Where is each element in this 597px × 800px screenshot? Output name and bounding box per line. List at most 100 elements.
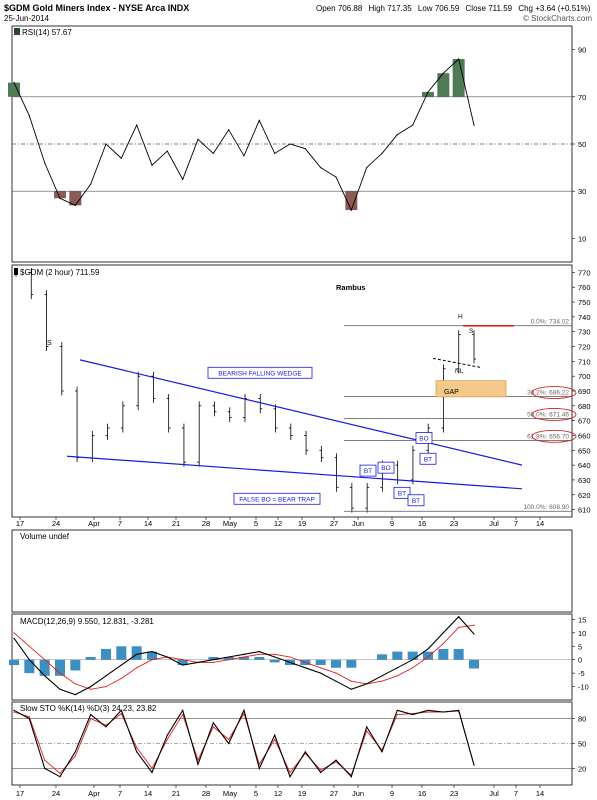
rsi-overbought-fill xyxy=(452,59,465,97)
sto-k-line-point xyxy=(258,767,260,770)
macd-histogram-bar xyxy=(9,659,19,666)
chg-value: +3.64 (+0.51%) xyxy=(535,4,590,13)
macd-signal-line-point xyxy=(381,680,383,682)
wedge-upper-line xyxy=(79,359,523,466)
fib-circle xyxy=(531,386,577,400)
x-tick-label: 14 xyxy=(536,789,544,798)
macd-line-point xyxy=(473,633,475,635)
macd-histogram-bar xyxy=(70,659,81,671)
price-axis-tick-label: 620 xyxy=(578,491,591,500)
macd-histogram-bar xyxy=(331,659,341,668)
sto-k-line-point xyxy=(366,726,368,728)
sto-k-line-point xyxy=(13,709,15,711)
macd-histogram-bar xyxy=(39,659,50,676)
bo-label: BO xyxy=(381,465,390,472)
stochastic-panel: 20 50 80 Slow STO %K(14) %D(3) 24.23, 23.82 xyxy=(11,701,586,786)
rsi-line-point xyxy=(442,72,444,74)
sto-d-line-point xyxy=(396,713,398,716)
sto-d-line-point xyxy=(289,771,291,774)
rsi-line-point xyxy=(320,167,322,169)
sto-d-line-point xyxy=(59,772,61,775)
bo-label-box xyxy=(415,432,433,444)
low-label: Low xyxy=(418,4,433,13)
macd-signal-line-point xyxy=(44,659,46,661)
price-axis-tick-label: 740 xyxy=(578,313,591,322)
sto-k-line-point xyxy=(212,722,214,724)
macd-signal-line-point xyxy=(289,656,291,658)
bt-label: BT xyxy=(398,490,406,497)
rsi-line-point xyxy=(228,129,230,131)
x-tick-label: 14 xyxy=(144,789,152,798)
rsi-axis-tick-label: 30 xyxy=(578,187,586,196)
x-tick-label: 12 xyxy=(274,789,282,798)
sto-k-line-point xyxy=(44,767,46,770)
sto-d-line-point xyxy=(90,718,92,720)
macd-line-point xyxy=(212,659,214,661)
macd-signal-line-point xyxy=(320,667,322,669)
sto-d-line-point xyxy=(427,711,429,713)
macd-signal-line-point xyxy=(427,656,429,658)
author-label: Rambus xyxy=(336,283,366,292)
bo-label-box xyxy=(377,461,395,474)
x-tick-label: 5 xyxy=(254,789,258,798)
macd-histogram-bar xyxy=(131,646,142,660)
x-axes: 17 24 Apr 7 14 21 28 May 5 12 19 27 Jun 9 16 23 Jul 7 14 17… xyxy=(16,517,544,798)
x-tick-label: May xyxy=(223,519,237,528)
macd-signal-line-point xyxy=(458,626,460,629)
price-axis-tick-label: 680 xyxy=(578,402,591,411)
price-axis-tick-label: 730 xyxy=(578,328,591,337)
x-tick-label: 14 xyxy=(144,519,152,528)
x-tick-label: 16 xyxy=(418,519,426,528)
macd-signal-line-point xyxy=(473,624,475,626)
sto-k-line-point xyxy=(182,709,184,711)
rsi-legend-swatch xyxy=(14,28,20,35)
x-tick-label: 23 xyxy=(450,519,458,528)
sto-k-line-point xyxy=(197,763,199,765)
macd-line-point xyxy=(182,664,184,666)
macd-line-point xyxy=(243,653,245,655)
macd-histogram-bar xyxy=(377,654,387,660)
bt-label: BT xyxy=(424,456,432,463)
macd-histogram-bar xyxy=(85,657,96,660)
rsi-line-point xyxy=(105,143,107,145)
fib-label: 50.0%: 671.46 xyxy=(527,411,569,418)
sto-d-line-point xyxy=(274,738,276,741)
macd-histogram-bar xyxy=(208,657,219,660)
fib-circle xyxy=(531,408,577,421)
sto-k-line-point xyxy=(136,751,138,753)
rsi-line-point xyxy=(13,82,15,84)
false-bo-label-box xyxy=(233,492,321,505)
macd-histogram-bar xyxy=(392,651,403,660)
neckline-label: NL xyxy=(455,368,464,375)
macd-signal-line-point xyxy=(90,688,92,690)
x-tick-label: Jul xyxy=(489,519,499,528)
rsi-line-point xyxy=(182,178,184,180)
x-tick-label: 17 xyxy=(16,789,24,798)
macd-line-point xyxy=(274,656,276,658)
macd-histogram-bar xyxy=(101,648,111,660)
rsi-axis-tick-label: 70 xyxy=(578,93,586,102)
price-legend-swatch xyxy=(14,268,18,275)
macd-signal-line-point xyxy=(335,672,337,674)
rsi-overbought-fill xyxy=(8,82,20,97)
macd-histogram-bar xyxy=(469,659,479,669)
x-tick-label: Jun xyxy=(352,519,364,528)
macd-line-point xyxy=(304,667,306,669)
close-label: Close xyxy=(466,4,487,13)
macd-line-point xyxy=(366,683,368,685)
watermark: © StockCharts.com xyxy=(523,14,592,23)
head-label: H xyxy=(458,313,463,320)
macd-line-point xyxy=(442,632,444,634)
sto-k-line-point xyxy=(350,776,352,778)
price-panel: 0.0%: 734.02 38.2%: 686.22 50.0%: 671.46 61… xyxy=(11,264,591,518)
rsi-oversold-fill xyxy=(54,191,66,199)
sto-k-line-point xyxy=(90,713,92,716)
shoulder-label: S xyxy=(47,340,52,347)
fib-label: 61.8%: 656.70 xyxy=(527,433,569,440)
sto-k-line-point xyxy=(442,711,444,713)
macd-signal-line-point xyxy=(182,659,184,661)
sto-k-line-point xyxy=(427,709,429,711)
bt-label-box xyxy=(407,494,425,507)
rsi-axis-tick-label: 50 xyxy=(578,140,586,149)
shoulder-label: S xyxy=(469,328,474,335)
